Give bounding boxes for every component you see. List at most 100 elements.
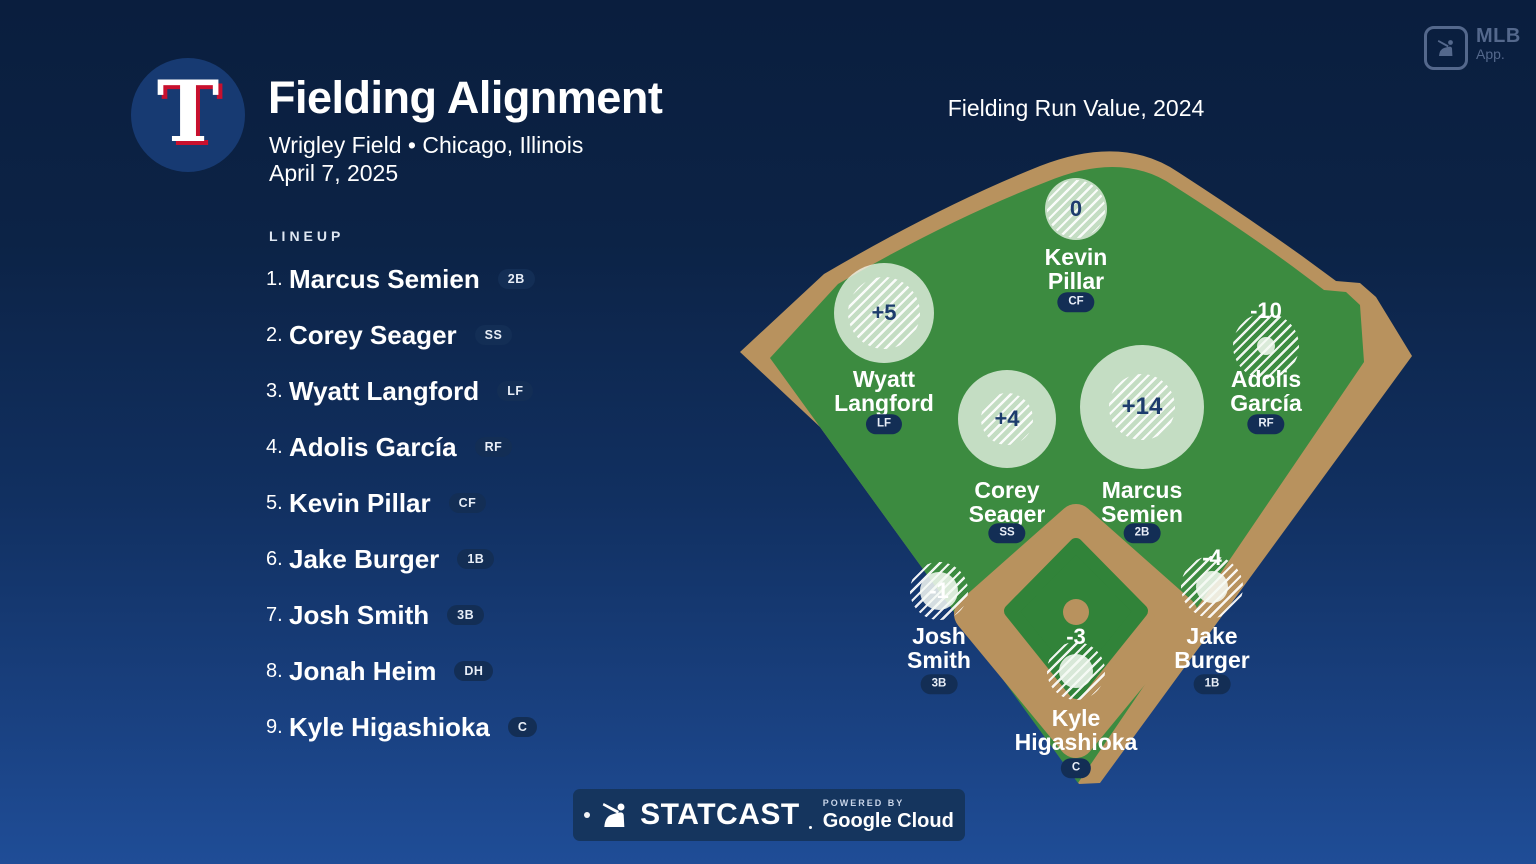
lineup-player-name: Kyle Higashioka [289,711,490,742]
player-run-value: +5 [871,300,897,325]
pitchers-mound [1063,599,1089,625]
lineup-order: 4. [266,435,283,458]
mlb-app-text: MLB App. [1476,26,1521,61]
venue-line: Wrigley Field • Chicago, Illinois [269,132,584,158]
player-name-line: Marcus [1101,477,1183,503]
lineup-position-badge: 3B [447,604,485,626]
lineup-order: 7. [266,603,283,626]
lineup-position-badge: LF [497,380,534,402]
player-position-badge: 3B [920,674,958,694]
player-name-line: Seager [968,501,1046,527]
player-value-hatch [1109,374,1175,440]
lineup-row: 1. Marcus Semien 2B [266,262,535,296]
player-name-line: Smith [907,647,971,673]
mlb-app-badge: MLB App. [1424,26,1521,70]
trademark-dot-icon [808,826,812,829]
player-name-label: Kyle Higashioka [1015,706,1138,754]
page-title: Fielding Alignment [268,72,663,123]
player-name-line: Kevin [1044,244,1108,270]
statcast-wordmark: STATCAST [640,798,800,831]
chart-title: Fielding Run Value, 2024 [947,95,1205,121]
lineup-order: 2. [266,323,283,346]
date-line: April 7, 2025 [269,160,399,186]
player-run-value: -3 [1066,624,1086,649]
player-name-label: Corey Seager [969,478,1046,526]
player-value-hatch [1047,180,1105,238]
player-name-line: Jake [1186,623,1238,649]
player-name-line: Burger [1174,647,1250,673]
mlb-batter-icon [602,803,625,827]
lineup-row: 3. Wyatt Langford LF [266,374,534,408]
player-value-dot [920,572,958,610]
lineup-player-name: Jake Burger [289,543,440,574]
player-run-value: -1 [929,578,949,603]
lineup-player-name: Corey Seager [289,319,457,350]
lineup-player-name: Josh Smith [289,599,430,630]
lineup-position-badge: SS [474,324,513,346]
player-value-dot [1059,654,1093,688]
player-name-label: Marcus Semien [1101,478,1183,526]
player-run-value: 0 [1069,196,1083,221]
lineup-player-name: Wyatt Langford [289,375,480,406]
player-run-value: +4 [994,406,1020,431]
powered-by-block: POWERED BY Google Cloud [822,799,954,832]
mlb-app-icon [1424,26,1468,70]
player-position-badge: CF [1057,292,1095,312]
player-name-label: Adolis García [1230,367,1302,415]
player-name-label: Jake Burger [1174,624,1249,672]
player-run-value: +14 [1121,393,1163,420]
rangers-logo: T [131,58,245,172]
player-run-value: -4 [1202,545,1222,570]
player-name-label: Kevin Pillar [1045,245,1108,293]
lineup-position-badge: RF [474,436,513,458]
google-cloud-wordmark: Google Cloud [822,810,954,832]
rangers-logo-letter: T [156,62,220,161]
player-name-label: Wyatt Langford [834,367,934,415]
mlb-ball-dot-icon [584,812,591,818]
player-position-badge: LF [865,414,903,434]
player-position-badge: 1B [1193,674,1231,694]
player-name-line: Adolis [1230,366,1302,392]
player-name-line: Higashioka [1014,729,1138,755]
player-name-line: Semien [1101,501,1183,527]
player-name-line: García [1230,390,1302,416]
lineup-player-name: Kevin Pillar [289,487,431,518]
lineup-order: 5. [266,491,283,514]
lineup-order: 9. [266,715,283,738]
player-name-line: Josh [912,623,966,649]
player-position-badge: RF [1247,414,1285,434]
lineup-row: 6. Jake Burger 1B [266,542,495,576]
lineup-position-badge: DH [454,660,494,682]
lineup-player-name: Adolis García [289,431,457,462]
player-position-badge: C [1060,758,1092,778]
lineup-row: 5. Kevin Pillar CF [266,486,487,520]
player-name-line: Corey [974,477,1040,503]
lineup-row: 8. Jonah Heim DH [266,654,494,688]
player-name-line: Kyle [1051,705,1101,731]
player-name-line: Langford [834,390,934,416]
lineup-position-badge: 1B [457,548,495,570]
player-position-badge: 2B [1123,523,1161,543]
lineup-order: 6. [266,547,283,570]
player-value-hatch [848,277,920,349]
player-position-badge: SS [988,523,1026,543]
player-value-dot [1257,337,1275,355]
lineup-order: 8. [266,659,283,682]
lineup-position-badge: C [507,716,538,738]
lineup-row: 4. Adolis García RF [266,430,513,464]
player-value-dot [1196,571,1228,603]
lineup-row: 2. Corey Seager SS [266,318,513,352]
lineup-player-name: Jonah Heim [289,655,437,686]
statcast-badge: STATCAST POWERED BY Google Cloud [573,789,965,841]
lineup-position-badge: CF [448,492,487,514]
player-name-line: Pillar [1047,268,1105,294]
lineup-order: 3. [266,379,283,402]
lineup-order: 1. [266,267,283,290]
player-name-line: Wyatt [852,366,916,392]
lineup-label: LINEUP [269,228,345,244]
player-value-hatch [981,393,1033,445]
lineup-row: 7. Josh Smith 3B [266,598,485,632]
mlb-app-line1: MLB [1476,25,1521,47]
mlb-app-line2: App. [1476,46,1505,62]
lineup-row: 9. Kyle Higashioka C [266,710,538,744]
